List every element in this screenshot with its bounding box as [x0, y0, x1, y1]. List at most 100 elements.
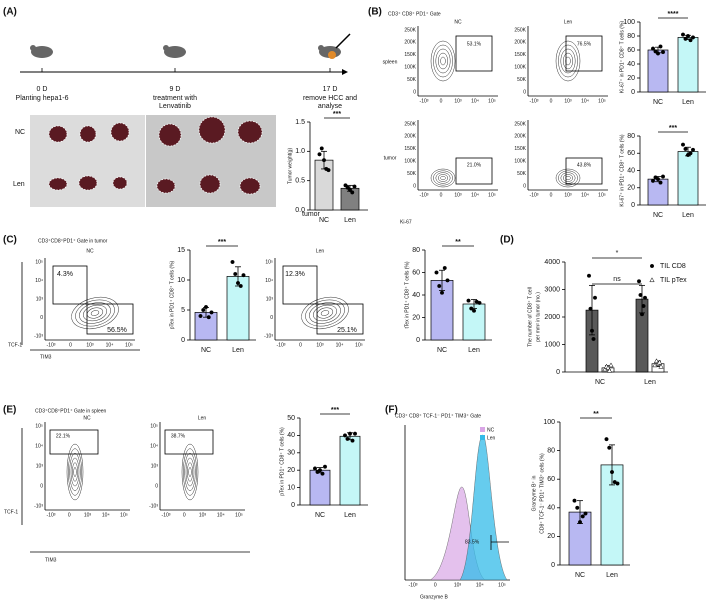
gate: [565, 157, 603, 185]
y-tick-label: 80: [627, 133, 635, 140]
bar: [339, 435, 361, 506]
x-tick-label: NC: [653, 99, 663, 106]
flow-y-tick: 10⁵: [150, 423, 158, 429]
data-point: [437, 284, 442, 289]
contour: [75, 299, 115, 327]
flow-x-tick: -10³: [420, 192, 429, 198]
flow-y-tick: 50K: [517, 77, 527, 83]
y-tick-label: 0: [416, 337, 420, 344]
flow-x-tick: -10³: [277, 342, 286, 348]
data-point: [661, 50, 666, 55]
axis-title: Granzyme B: [420, 594, 448, 600]
y-tick-label: 50: [287, 415, 295, 422]
data-point: [466, 298, 471, 303]
flow-y-tick: 200K: [514, 40, 526, 46]
data-point: [604, 437, 609, 442]
contour: [435, 172, 451, 184]
contour: [72, 462, 78, 482]
flow-x-tick: 10³: [454, 98, 462, 104]
contour: [565, 175, 571, 181]
contour: [309, 302, 341, 324]
data-point: [343, 433, 348, 438]
x-tick-label: Len: [682, 212, 694, 219]
y-tick-label: 0: [631, 202, 635, 209]
flow-x-tick: 0: [69, 342, 72, 348]
data-point: [607, 445, 612, 450]
legend-label: TIL CD8: [660, 263, 686, 270]
y-tick-label: 15: [177, 247, 185, 254]
axis-title: TCF-1: [4, 509, 18, 515]
data-point: [233, 272, 238, 277]
data-point: [442, 266, 447, 271]
contour: [560, 48, 576, 74]
y-tick-label: 4000: [544, 259, 560, 266]
significance-label: **: [593, 411, 599, 418]
y-axis-title: CD8⁺ TCF-1⁻ PD1⁺ TIM3⁺ cells (%): [539, 453, 545, 534]
flow-y-tick: 50K: [517, 171, 527, 177]
flow-y-tick: 10⁵: [265, 259, 273, 265]
flow-y-tick: 10⁵: [35, 423, 43, 429]
bar: [647, 49, 669, 93]
flow-y-tick: 10³: [36, 296, 44, 302]
contour: [437, 52, 449, 70]
gate-title: CD3⁺ CD8⁺ PD1⁺ Gate: [388, 11, 441, 17]
flow-x-tick: 10³: [199, 512, 207, 518]
gate-value: 83.5%: [465, 539, 480, 545]
x-tick-label: Len: [682, 99, 694, 106]
y-tick-label: 0: [291, 502, 295, 509]
flow-x-tick: 10⁵: [598, 98, 606, 104]
contour: [560, 172, 576, 184]
data-point: [318, 468, 323, 473]
data-point: [575, 505, 580, 510]
photo-row-label: NC: [15, 129, 25, 136]
data-point: [350, 190, 355, 195]
axis-title: Ki-67: [400, 219, 412, 225]
flow-y-tick: -10³: [34, 503, 43, 509]
data-point: [683, 36, 688, 41]
x-tick-label: Len: [644, 379, 656, 386]
contour: [188, 467, 192, 477]
flow-x-tick: 10⁵: [488, 192, 496, 198]
y-axis-title: Tumor weight(g): [287, 148, 293, 185]
flow-y-tick: 250K: [514, 121, 526, 127]
y-tick-label: 1.0: [295, 148, 305, 155]
y-axis-title: pTex in PD1⁺ CD8⁺ T cells (%): [279, 427, 285, 496]
data-point: [440, 290, 445, 295]
data-point: [313, 466, 318, 471]
timeline-day: 9 D: [170, 86, 181, 93]
y-tick-label: 10: [177, 277, 185, 284]
flow-y-tick: 0: [523, 89, 526, 95]
data-point: [637, 279, 642, 284]
y-tick-label: 60: [627, 150, 635, 157]
data-point: [235, 281, 240, 286]
y-tick-label: 100: [623, 19, 635, 26]
photo-tissue-label: tumor: [302, 211, 321, 218]
gate-value: 21.0%: [467, 162, 482, 168]
flow-x-tick: -10³: [530, 192, 539, 198]
data-point: [477, 300, 482, 305]
flow-x-tick: 10³: [316, 342, 324, 348]
contour: [562, 52, 574, 70]
bar: [677, 151, 699, 206]
significance-label: *: [616, 250, 619, 257]
contour: [430, 40, 456, 82]
x-tick-label: Len: [344, 512, 356, 519]
panel-label: (F): [385, 405, 398, 416]
flow-x-tick: 10³: [84, 512, 92, 518]
data-point: [641, 304, 646, 309]
data-point: [238, 284, 243, 289]
data-point: [591, 337, 596, 342]
data-point: [352, 184, 357, 189]
contour: [66, 443, 84, 501]
y-tick-label: 1.5: [295, 119, 305, 126]
contour: [185, 457, 195, 487]
flow-x-tick: 10⁵: [498, 582, 506, 588]
y-tick-label: 0: [181, 337, 185, 344]
flow-x-tick: 10³: [454, 192, 462, 198]
flow-x-tick: -10³: [47, 512, 56, 518]
contour: [437, 174, 449, 182]
flow-x-tick: 0: [550, 98, 553, 104]
flow-y-tick: 150K: [404, 52, 416, 58]
contour: [187, 462, 193, 482]
y-tick-label: 40: [287, 432, 295, 439]
